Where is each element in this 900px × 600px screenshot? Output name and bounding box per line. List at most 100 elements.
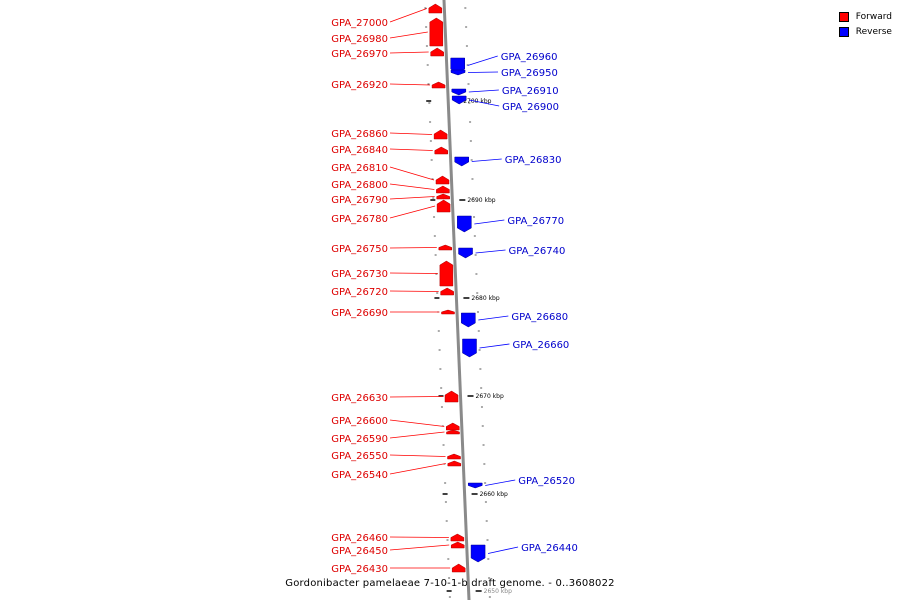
- forward-gene-arrow: [436, 193, 450, 200]
- reverse-gene: GPA_26440: [470, 543, 578, 563]
- forward-gene-arrow: [451, 563, 466, 573]
- reverse-gene-arrow: [457, 215, 472, 233]
- forward-gene: GPA_26590: [331, 429, 460, 445]
- reverse-gene-label: GPA_26520: [518, 476, 575, 487]
- label-leader: [471, 158, 502, 162]
- reverse-gene-label: GPA_26770: [507, 216, 564, 227]
- forward-gene: GPA_26920: [331, 80, 446, 91]
- genome-backbone: [442, 0, 471, 600]
- forward-gene-arrow: [428, 3, 443, 14]
- forward-gene-label: GPA_26970: [331, 49, 388, 60]
- reverse-gene-label: GPA_26680: [511, 312, 568, 323]
- reverse-gene: GPA_26770: [457, 215, 564, 233]
- forward-gene: GPA_26460: [331, 533, 465, 544]
- label-leader: [389, 8, 427, 23]
- legend-item-reverse: Reverse: [838, 24, 892, 39]
- forward-gene: GPA_26860: [331, 129, 448, 140]
- forward-gene-arrow: [436, 185, 450, 194]
- forward-gene-label: GPA_26730: [331, 269, 388, 280]
- reverse-gene: GPA_26910: [451, 86, 559, 97]
- forward-gene-arrow: [450, 533, 465, 542]
- reverse-gene: GPA_26830: [454, 155, 562, 167]
- forward-gene-label: GPA_26630: [331, 393, 388, 404]
- forward-gene-arrow: [436, 199, 451, 213]
- reverse-gene-label: GPA_26830: [505, 155, 562, 166]
- forward-gene-arrow: [447, 453, 461, 460]
- reverse-gene-arrow: [458, 247, 473, 259]
- reverse-gene: GPA_26950: [450, 68, 558, 79]
- reverse-gene-arrow: [467, 482, 483, 489]
- label-leader: [389, 132, 433, 135]
- label-leader: [389, 31, 428, 39]
- legend-label-reverse: Reverse: [855, 26, 892, 37]
- reverse-gene-arrow: [462, 338, 477, 358]
- forward-gene-arrow: [447, 460, 462, 467]
- legend: Forward Reverse: [838, 9, 892, 39]
- label-leader: [389, 463, 446, 475]
- reverse-gene-arrow: [454, 156, 469, 167]
- label-leader: [475, 249, 506, 254]
- forward-gene: GPA_26970: [331, 47, 444, 60]
- label-leader: [389, 536, 449, 538]
- forward-gene-label: GPA_26860: [331, 129, 388, 140]
- forward-gene: GPA_26780: [331, 199, 451, 225]
- scale-label: 2670 kbp: [476, 393, 504, 400]
- label-leader: [485, 479, 516, 486]
- forward-gene-label: GPA_26690: [331, 308, 388, 319]
- forward-gene-label: GPA_26540: [331, 470, 388, 481]
- label-leader: [478, 315, 509, 321]
- reverse-gene-label: GPA_26910: [502, 86, 559, 97]
- forward-gene-label: GPA_26450: [331, 546, 388, 557]
- label-leader: [389, 454, 446, 457]
- forward-gene-label: GPA_26460: [331, 533, 388, 544]
- reverse-gene: GPA_26660: [462, 338, 569, 358]
- reverse-gene-arrow: [450, 69, 466, 76]
- label-leader: [487, 546, 519, 554]
- forward-gene: GPA_26630: [331, 390, 459, 404]
- label-leader: [389, 148, 433, 151]
- forward-gene-arrow: [435, 175, 450, 185]
- label-leader: [469, 99, 500, 107]
- forward-gene-arrow: [438, 244, 453, 251]
- label-leader: [389, 544, 450, 551]
- forward-gene-label: GPA_26430: [331, 564, 388, 575]
- forward-gene: GPA_26730: [331, 260, 454, 287]
- label-leader: [467, 55, 498, 66]
- reverse-gene-label: GPA_26900: [502, 102, 559, 113]
- forward-gene: GPA_26980: [331, 17, 444, 47]
- forward-gene-label: GPA_26980: [331, 34, 388, 45]
- forward-gene-label: GPA_26590: [331, 434, 388, 445]
- legend-item-forward: Forward: [838, 9, 892, 24]
- forward-gene-arrow: [440, 287, 454, 296]
- forward-gene-label: GPA_27000: [331, 18, 388, 29]
- reverse-swatch: [838, 26, 849, 37]
- forward-gene: GPA_26790: [331, 193, 450, 206]
- label-leader: [389, 196, 435, 200]
- forward-gene-arrow: [433, 129, 448, 140]
- reverse-gene-arrow: [451, 88, 467, 96]
- forward-gene-arrow: [434, 146, 449, 155]
- forward-gene: GPA_26840: [331, 145, 449, 156]
- forward-gene-label: GPA_26800: [331, 180, 388, 191]
- label-leader: [389, 247, 437, 249]
- reverse-gene: GPA_26740: [458, 246, 565, 259]
- forward-gene: GPA_26430: [331, 563, 466, 575]
- forward-swatch: [838, 11, 849, 22]
- forward-gene: GPA_26600: [331, 416, 460, 431]
- forward-gene-label: GPA_26600: [331, 416, 388, 427]
- forward-gene-label: GPA_26810: [331, 163, 388, 174]
- forward-gene-arrow: [431, 81, 446, 89]
- forward-gene: GPA_26750: [331, 244, 453, 255]
- forward-gene: GPA_26540: [331, 460, 462, 481]
- label-leader: [389, 419, 445, 427]
- label-leader: [389, 205, 436, 219]
- label-leader: [479, 343, 510, 349]
- label-leader: [389, 166, 435, 181]
- forward-gene-label: GPA_26790: [331, 195, 388, 206]
- scale-label: 2660 kbp: [480, 491, 508, 498]
- forward-gene-arrow: [441, 309, 455, 315]
- forward-gene-arrow: [446, 422, 460, 431]
- forward-gene: GPA_26720: [331, 287, 454, 298]
- label-leader: [389, 51, 429, 54]
